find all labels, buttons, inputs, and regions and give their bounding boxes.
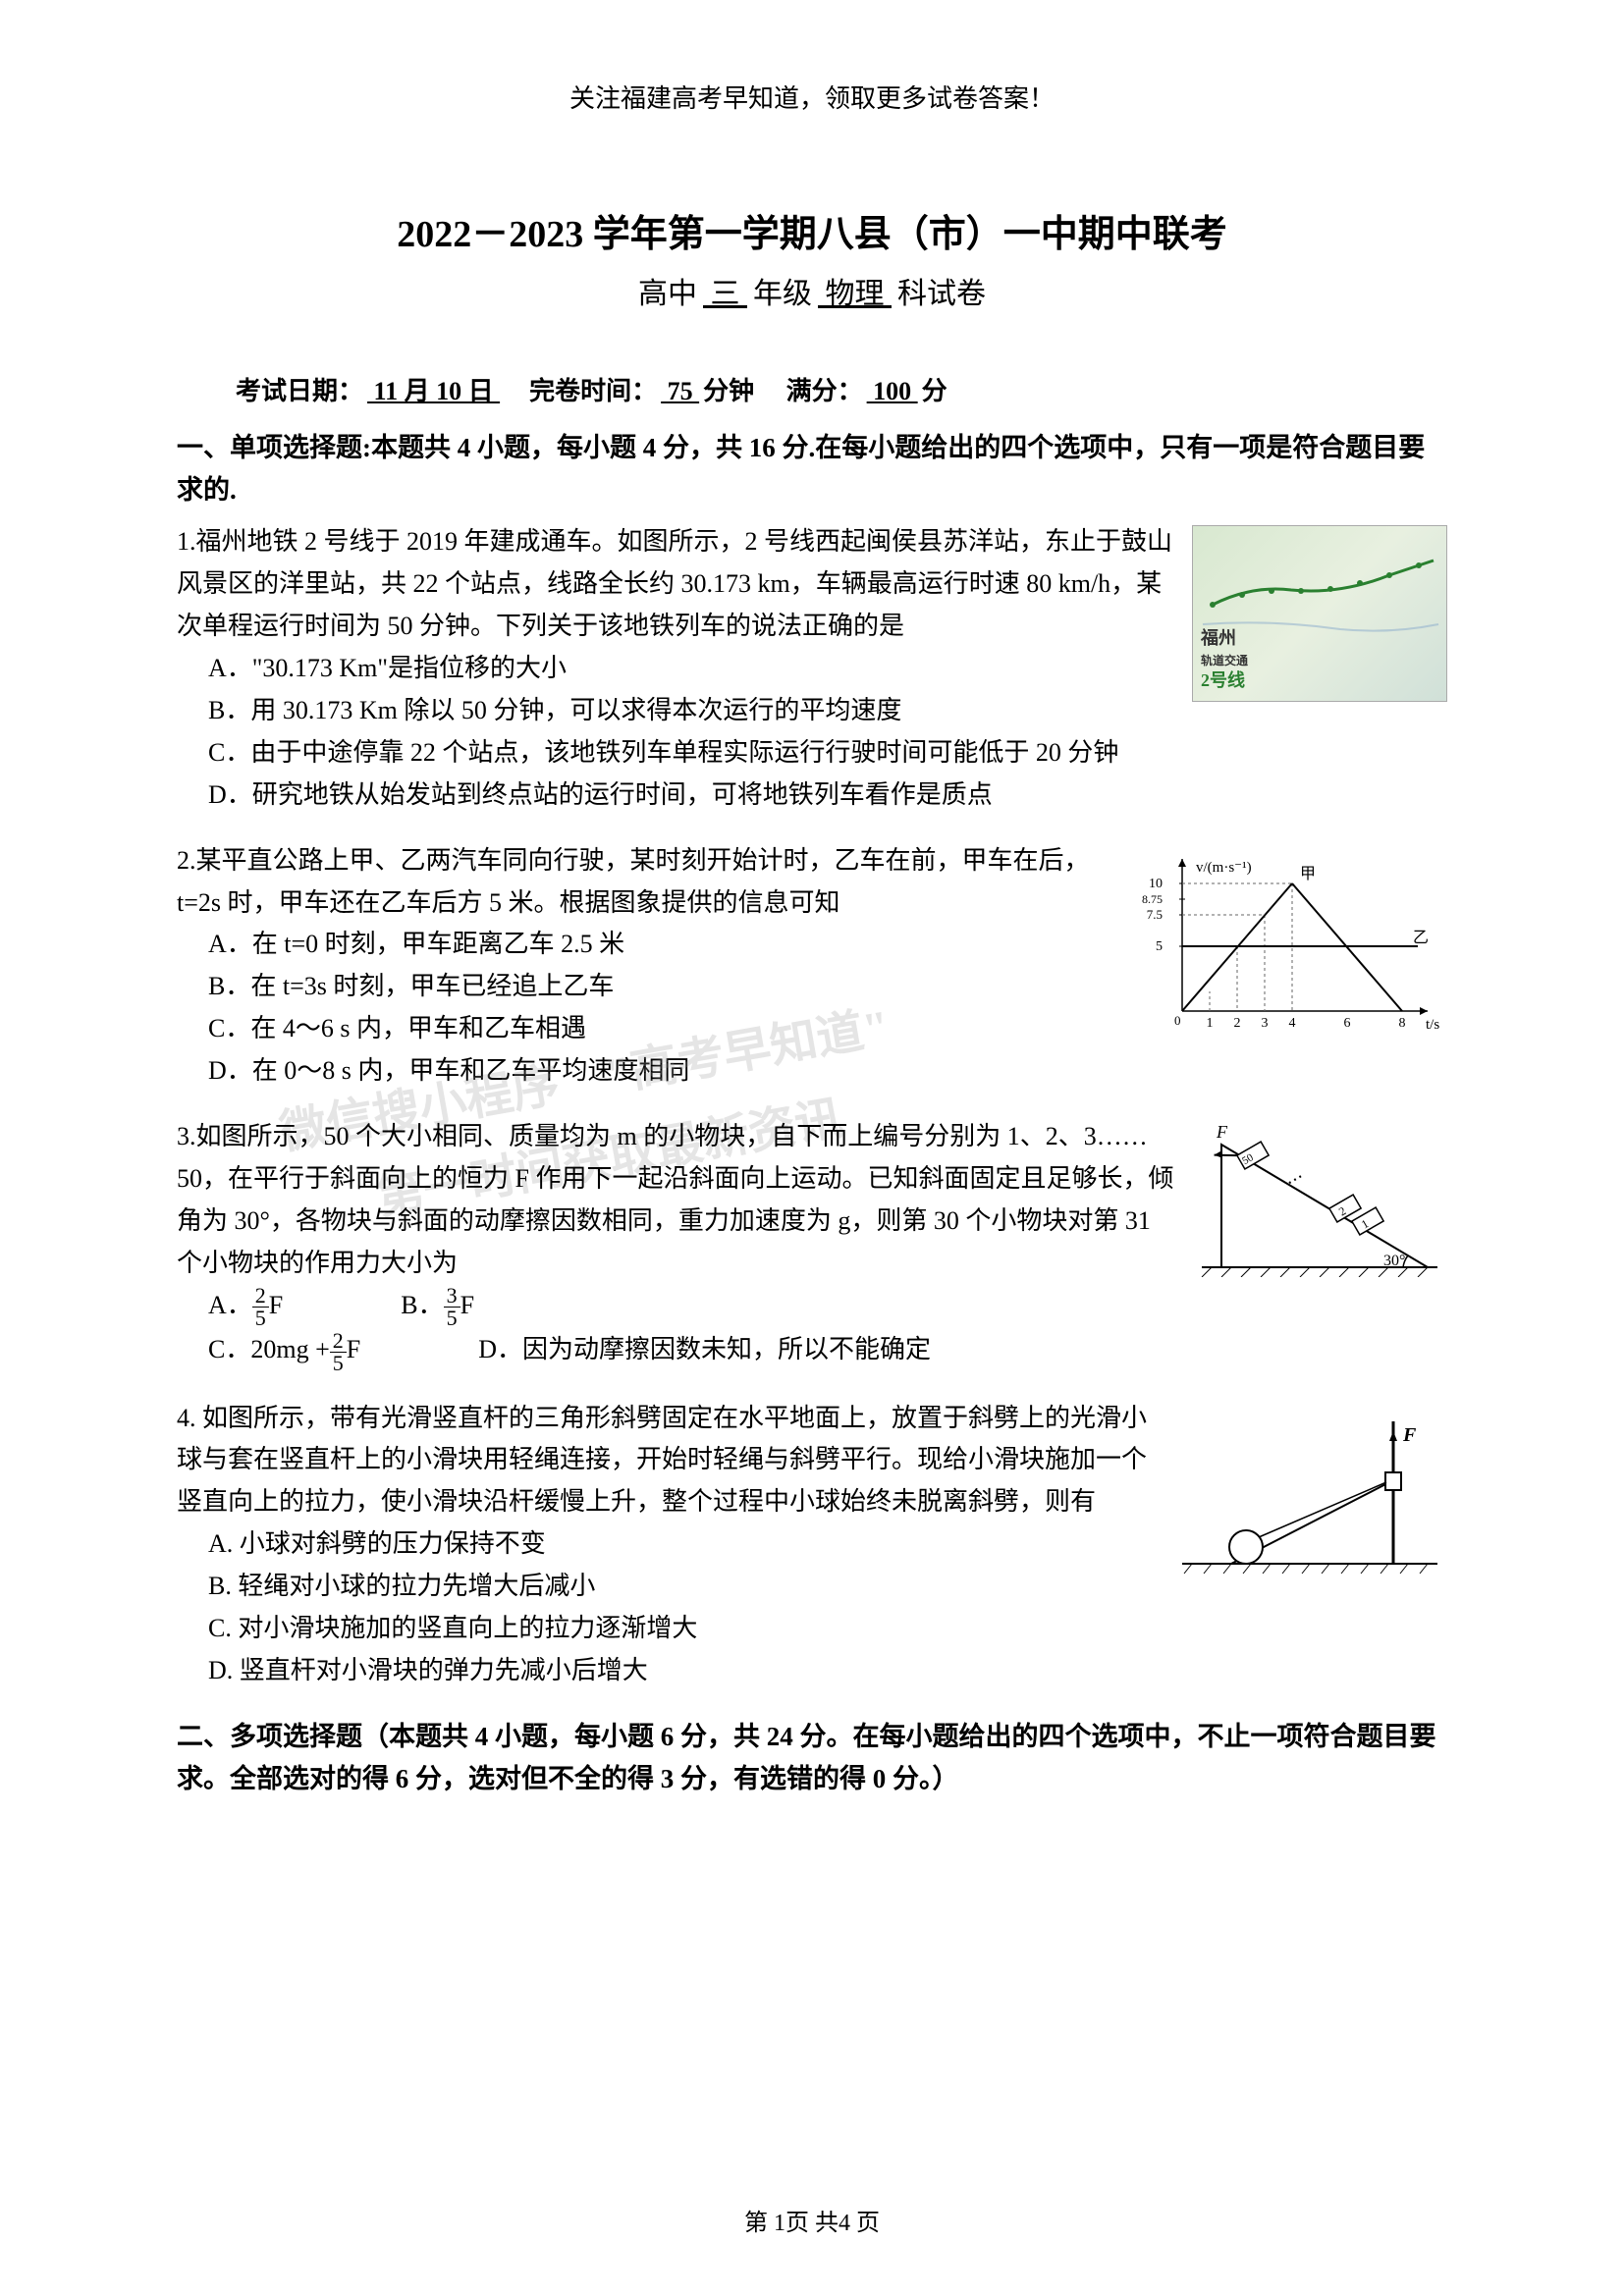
subtitle-mid: 年级 — [753, 278, 812, 310]
q3-a-prefix: A． — [208, 1291, 252, 1319]
q1-map-figure: 福州 轨道交通 2号线 — [1192, 525, 1447, 702]
page-footer: 第 1页 共4 页 — [0, 2203, 1624, 2237]
svg-text:3: 3 — [1262, 1016, 1269, 1031]
q3-b-den: 5 — [444, 1308, 460, 1329]
svg-text:F: F — [1216, 1122, 1228, 1142]
svg-text:v/(m·s⁻¹): v/(m·s⁻¹) — [1196, 860, 1252, 876]
q3-option-b: B．35F — [401, 1285, 474, 1330]
svg-text:F: F — [1402, 1424, 1417, 1446]
q3-a-suffix: F — [269, 1291, 283, 1319]
map-city: 福州 — [1201, 628, 1236, 648]
question-1: 福州 轨道交通 2号线 1.福州地铁 2 号线于 2019 年建成通车。如图所示… — [177, 521, 1447, 816]
subtitle-suffix: 科试卷 — [897, 278, 986, 310]
score-value: 100 — [863, 377, 922, 405]
q4-option-d: D. 竖直杆对小滑块的弹力先减小后增大 — [177, 1650, 1447, 1692]
q2-option-d: D．在 0～8 s 内，甲车和乙车平均速度相同 — [177, 1050, 1447, 1093]
svg-text:8: 8 — [1399, 1016, 1406, 1031]
svg-text:7.5: 7.5 — [1147, 907, 1163, 922]
duration-unit: 分钟 — [703, 377, 754, 405]
svg-text:4: 4 — [1289, 1016, 1296, 1031]
q3-b-prefix: B． — [401, 1291, 443, 1319]
subtitle-prefix: 高中 — [638, 278, 697, 310]
q3-c-prefix: C．20mg + — [208, 1335, 330, 1363]
score-label: 满分： — [786, 377, 863, 405]
q3-c-suffix: F — [347, 1335, 360, 1363]
question-2: 10 8.75 7.5 5 1 2 3 4 6 8 — [177, 840, 1447, 1093]
sub-title: 高中 三 年级 物理 科试卷 — [177, 269, 1447, 312]
section2-title: 二、多项选择题（本题共 4 小题，每小题 6 分，共 24 分。在每小题给出的四… — [177, 1716, 1447, 1800]
subtitle-grade: 三 — [697, 278, 753, 310]
q4-pole-figure: F — [1172, 1402, 1447, 1578]
q3-option-d: D．因为动摩擦因数未知，所以不能确定 — [478, 1329, 931, 1374]
q3-c-num: 2 — [330, 1330, 347, 1353]
svg-text:5: 5 — [1156, 939, 1163, 954]
map-line: 2号线 — [1201, 670, 1245, 690]
header-notice: 关注福建高考早知道，领取更多试卷答案！ — [177, 79, 1447, 115]
svg-text:8.75: 8.75 — [1142, 892, 1163, 906]
exam-info: 考试日期： 11 月 10 日 完卷时间： 75 分钟 满分： 100 分 — [177, 371, 1447, 407]
subtitle-subject: 物理 — [812, 278, 897, 310]
svg-text:30°: 30° — [1383, 1253, 1405, 1269]
score-unit: 分 — [922, 377, 947, 405]
map-label: 福州 轨道交通 2号线 — [1201, 628, 1248, 692]
date-value: 11 月 10 日 — [363, 377, 504, 405]
map-sub1: 轨道交通 — [1201, 654, 1248, 667]
svg-text:2: 2 — [1234, 1016, 1241, 1031]
svg-text:甲: 甲 — [1300, 866, 1316, 882]
date-label: 考试日期： — [236, 377, 363, 405]
q3-a-den: 5 — [252, 1308, 269, 1329]
q3-option-a: A．25F — [208, 1285, 283, 1330]
q4-option-c: C. 对小滑块施加的竖直向上的拉力逐渐增大 — [177, 1608, 1447, 1650]
q3-b-suffix: F — [460, 1291, 474, 1319]
q3-a-num: 2 — [252, 1285, 269, 1308]
svg-text:6: 6 — [1344, 1016, 1351, 1031]
q3-c-den: 5 — [330, 1353, 347, 1374]
svg-text:10: 10 — [1149, 877, 1163, 891]
svg-text:t/s: t/s — [1426, 1017, 1439, 1033]
q2-graph-figure: 10 8.75 7.5 5 1 2 3 4 6 8 — [1133, 844, 1447, 1041]
question-4: F 4. 如图所示，带有光滑竖直杆的三角形斜劈固定在水平地面上，放置于斜劈上的光… — [177, 1398, 1447, 1692]
duration-label: 完卷时间： — [529, 377, 657, 405]
q3-option-c: C．20mg +25F — [208, 1329, 360, 1374]
q1-option-d: D．研究地铁从始发站到终点站的运行时间，可将地铁列车看作是质点 — [177, 774, 1447, 817]
svg-text:0: 0 — [1174, 1013, 1181, 1028]
question-3: 30° 1 2 ⋯ 50 F 3.如图所示，50 个大小相同、质量均为 m 的小… — [177, 1116, 1447, 1374]
svg-text:⋯: ⋯ — [1282, 1166, 1308, 1192]
duration-value: 75 — [657, 377, 703, 405]
section1-title: 一、单项选择题:本题共 4 小题，每小题 4 分，共 16 分.在每小题给出的四… — [177, 427, 1447, 511]
q3-b-num: 3 — [444, 1285, 460, 1308]
svg-text:乙: 乙 — [1413, 930, 1429, 946]
main-title: 2022－2023 学年第一学期八县（市）一中期中联考 — [177, 203, 1447, 257]
svg-text:1: 1 — [1207, 1016, 1214, 1031]
q3-incline-figure: 30° 1 2 ⋯ 50 F — [1192, 1120, 1447, 1277]
q1-option-c: C．由于中途停靠 22 个站点，该地铁列车单程实际运行行驶时间可能低于 20 分… — [177, 732, 1447, 774]
